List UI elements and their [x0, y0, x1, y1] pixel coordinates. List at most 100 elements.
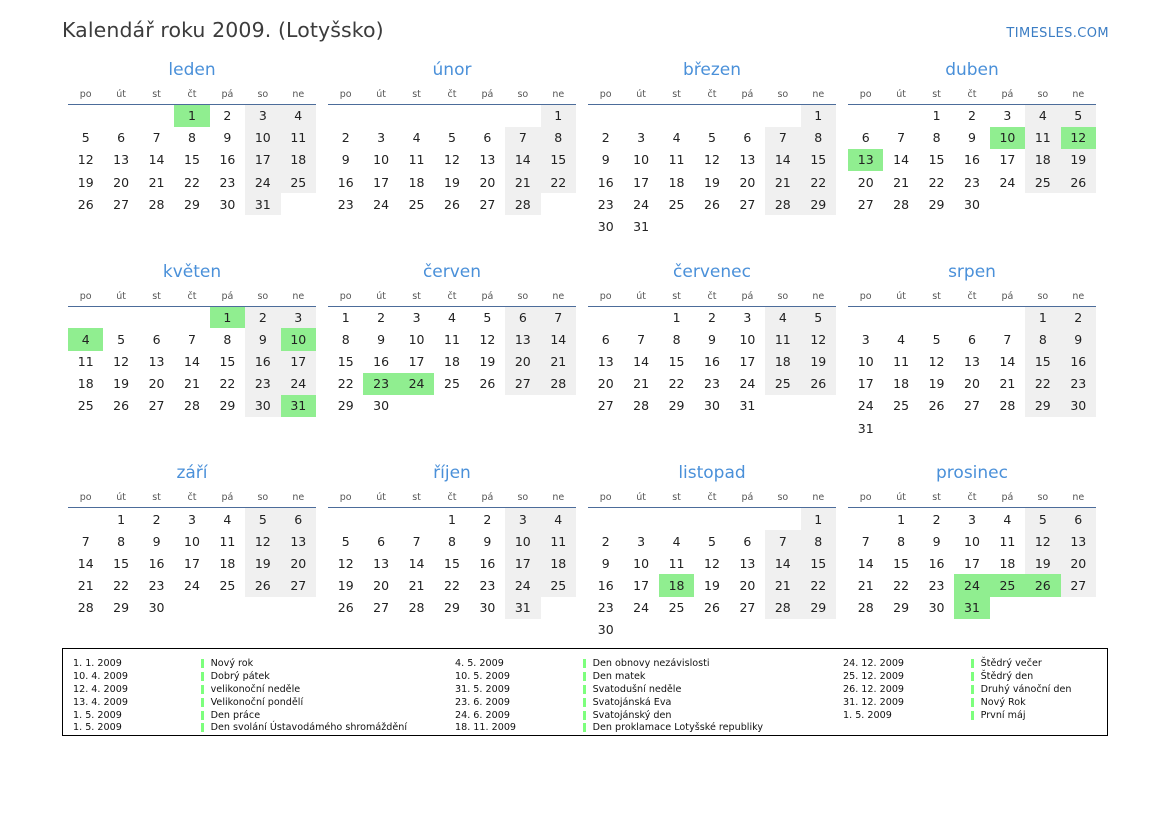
- day-cell[interactable]: 6: [280, 507, 316, 530]
- day-cell[interactable]: 23: [479, 577, 496, 593]
- day-cell[interactable]: 1: [341, 309, 350, 325]
- day-cell-holiday[interactable]: 13: [848, 148, 884, 172]
- day-cell[interactable]: 27: [113, 196, 130, 212]
- day-cell[interactable]: 6: [968, 331, 976, 347]
- day-cell[interactable]: 29: [800, 193, 836, 216]
- day-cell[interactable]: 28: [540, 372, 576, 395]
- day-cell[interactable]: 14: [148, 152, 165, 168]
- day-cell[interactable]: 28: [893, 196, 910, 212]
- day-cell[interactable]: 30: [597, 622, 614, 638]
- day-cell[interactable]: 9: [968, 130, 976, 146]
- day-cell[interactable]: 28: [765, 596, 801, 619]
- day-cell[interactable]: 24: [633, 196, 650, 212]
- day-cell[interactable]: 15: [184, 152, 200, 168]
- day-cell[interactable]: 19: [337, 577, 354, 593]
- day-cell[interactable]: 20: [739, 577, 756, 593]
- day-cell[interactable]: 25: [280, 171, 316, 194]
- day-cell[interactable]: 16: [1060, 350, 1096, 373]
- day-cell[interactable]: 6: [117, 130, 126, 146]
- day-cell[interactable]: 11: [668, 555, 685, 571]
- day-cell[interactable]: 2: [483, 511, 492, 527]
- day-cell[interactable]: 3: [637, 130, 646, 146]
- day-cell[interactable]: 12: [704, 152, 720, 168]
- day-cell-holiday[interactable]: 31: [954, 596, 990, 619]
- day-cell[interactable]: 17: [999, 152, 1016, 168]
- day-cell[interactable]: 17: [857, 376, 874, 392]
- day-cell[interactable]: 17: [408, 354, 425, 370]
- day-cell[interactable]: 25: [540, 574, 576, 597]
- day-cell[interactable]: 29: [1025, 394, 1061, 418]
- day-cell[interactable]: 26: [1060, 171, 1096, 194]
- day-cell[interactable]: 23: [245, 372, 281, 395]
- day-cell-holiday[interactable]: 25: [989, 574, 1026, 597]
- day-cell[interactable]: 27: [739, 600, 756, 616]
- day-cell[interactable]: 7: [505, 126, 541, 149]
- day-cell[interactable]: 27: [739, 196, 756, 212]
- day-cell[interactable]: 24: [245, 171, 281, 194]
- day-cell[interactable]: 20: [964, 376, 980, 392]
- day-cell[interactable]: 30: [479, 600, 496, 616]
- day-cell[interactable]: 26: [704, 600, 720, 616]
- day-cell[interactable]: 22: [337, 376, 354, 392]
- day-cell[interactable]: 4: [897, 331, 906, 347]
- day-cell[interactable]: 24: [280, 372, 316, 395]
- day-cell[interactable]: 13: [1060, 529, 1096, 553]
- day-cell[interactable]: 11: [999, 533, 1016, 549]
- day-cell[interactable]: 18: [280, 148, 316, 172]
- day-cell-holiday[interactable]: 26: [1025, 574, 1061, 597]
- day-cell[interactable]: 19: [479, 354, 496, 370]
- day-cell[interactable]: 6: [377, 533, 386, 549]
- day-cell[interactable]: 7: [1003, 331, 1012, 347]
- day-cell[interactable]: 5: [708, 130, 716, 146]
- day-cell[interactable]: 27: [505, 372, 541, 395]
- day-cell[interactable]: 18: [893, 376, 910, 392]
- day-cell[interactable]: 8: [341, 331, 350, 347]
- day-cell[interactable]: 12: [704, 555, 720, 571]
- day-cell[interactable]: 14: [184, 354, 200, 370]
- day-cell[interactable]: 31: [857, 420, 874, 436]
- day-cell[interactable]: 15: [928, 152, 945, 168]
- day-cell[interactable]: 28: [184, 398, 200, 414]
- day-cell[interactable]: 27: [1060, 574, 1096, 597]
- day-cell[interactable]: 8: [223, 331, 232, 347]
- day-cell[interactable]: 15: [540, 148, 576, 172]
- day-cell[interactable]: 11: [219, 533, 236, 549]
- day-cell[interactable]: 27: [479, 196, 496, 212]
- day-cell[interactable]: 20: [857, 174, 874, 190]
- day-cell[interactable]: 8: [1025, 328, 1061, 351]
- day-cell[interactable]: 8: [897, 533, 906, 549]
- day-cell[interactable]: 10: [964, 533, 980, 549]
- day-cell[interactable]: 22: [444, 577, 460, 593]
- day-cell[interactable]: 1: [800, 507, 836, 530]
- day-cell[interactable]: 1: [448, 511, 456, 527]
- day-cell[interactable]: 1: [800, 104, 836, 127]
- day-cell[interactable]: 25: [668, 600, 685, 616]
- day-cell[interactable]: 7: [540, 306, 576, 329]
- day-cell[interactable]: 11: [77, 354, 94, 370]
- day-cell[interactable]: 17: [245, 148, 281, 172]
- day-cell[interactable]: 11: [408, 152, 425, 168]
- day-cell[interactable]: 31: [245, 193, 281, 216]
- day-cell[interactable]: 3: [412, 309, 421, 325]
- day-cell-holiday[interactable]: 10: [280, 328, 316, 351]
- day-cell[interactable]: 19: [1025, 552, 1061, 575]
- day-cell[interactable]: 16: [245, 350, 281, 373]
- day-cell-holiday[interactable]: 24: [954, 574, 990, 597]
- day-cell[interactable]: 21: [765, 574, 801, 597]
- day-cell[interactable]: 16: [597, 577, 614, 593]
- day-cell[interactable]: 8: [800, 529, 836, 553]
- day-cell[interactable]: 10: [184, 533, 200, 549]
- day-cell[interactable]: 10: [857, 354, 874, 370]
- day-cell[interactable]: 13: [964, 354, 980, 370]
- day-cell[interactable]: 11: [893, 354, 910, 370]
- day-cell[interactable]: 16: [148, 555, 165, 571]
- day-cell[interactable]: 4: [672, 130, 681, 146]
- day-cell[interactable]: 13: [597, 354, 614, 370]
- day-cell[interactable]: 29: [184, 196, 200, 212]
- day-cell[interactable]: 12: [1025, 529, 1061, 553]
- day-cell[interactable]: 13: [148, 354, 165, 370]
- day-cell[interactable]: 2: [968, 108, 976, 124]
- day-cell[interactable]: 15: [444, 555, 460, 571]
- day-cell[interactable]: 5: [483, 309, 492, 325]
- day-cell[interactable]: 25: [765, 372, 801, 395]
